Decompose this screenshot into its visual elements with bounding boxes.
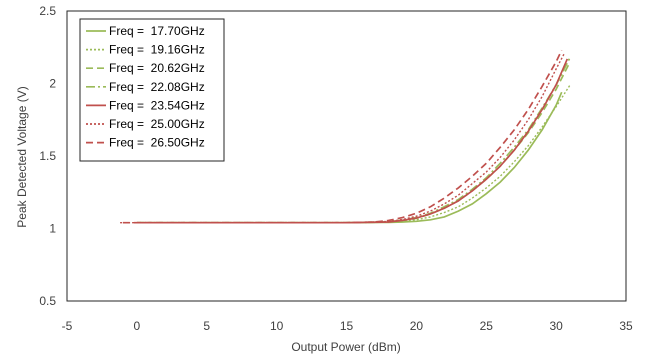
y-tick-label: 1.5 bbox=[39, 149, 56, 163]
series-line bbox=[122, 49, 563, 224]
x-axis-title: Output Power (dBm) bbox=[291, 340, 400, 354]
y-axis-title: Peak Detected Voltage (V) bbox=[15, 86, 29, 227]
x-tick-label: 30 bbox=[549, 319, 563, 333]
y-tick-label: 1 bbox=[49, 222, 56, 236]
plot-frame bbox=[66, 10, 627, 302]
plot-series bbox=[120, 49, 571, 224]
legend-label: Freq = 26.50GHz bbox=[109, 136, 205, 150]
legend-label: Freq = 17.70GHz bbox=[109, 24, 205, 38]
legend-label: Freq = 22.08GHz bbox=[109, 80, 205, 94]
series-line bbox=[120, 52, 566, 224]
legend: Freq = 17.70GHz Freq = 19.16GHz Freq = 20.… bbox=[79, 18, 225, 162]
x-tick-label: 10 bbox=[270, 319, 284, 333]
legend-label: Freq = 20.62GHz bbox=[109, 61, 205, 75]
x-tick-label: 0 bbox=[134, 319, 141, 333]
x-tick-label: 5 bbox=[203, 319, 210, 333]
x-tick-label: 15 bbox=[340, 319, 354, 333]
x-tick-label: 20 bbox=[410, 319, 424, 333]
y-tick-label: 2.5 bbox=[39, 4, 56, 18]
legend-label: Freq = 19.16GHz bbox=[109, 43, 205, 57]
legend-label: Freq = 23.54GHz bbox=[109, 98, 205, 112]
x-tick-label: 35 bbox=[619, 319, 633, 333]
x-axis-tick-labels: -5 0 5 10 15 20 25 30 35 bbox=[62, 319, 633, 333]
x-tick-label: -5 bbox=[62, 319, 73, 333]
x-tick-label: 25 bbox=[480, 319, 494, 333]
y-tick-label: 2 bbox=[49, 77, 56, 91]
legend-label: Freq = 25.00GHz bbox=[109, 117, 205, 131]
y-tick-label: 0.5 bbox=[39, 294, 56, 308]
legend-box bbox=[79, 18, 225, 162]
y-axis-tick-labels: 0.5 1 1.5 2 2.5 bbox=[39, 4, 56, 308]
